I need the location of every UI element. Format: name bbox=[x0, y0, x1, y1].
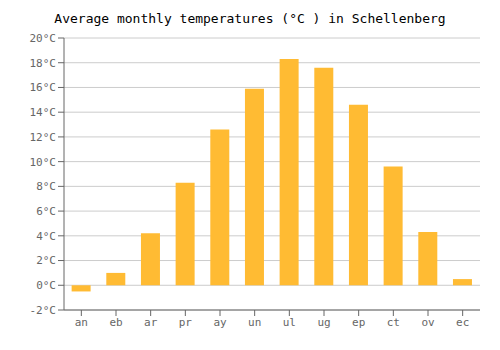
svg-text:pr: pr bbox=[179, 316, 193, 329]
svg-text:un: un bbox=[248, 316, 261, 329]
html-text:Average monthly temperatures (: Average monthly temperatures (°C ) in Sc… bbox=[54, 11, 446, 26]
svg-text:-2°C: -2°C bbox=[30, 304, 57, 317]
svg-text:ay: ay bbox=[213, 316, 227, 329]
svg-text:18°C: 18°C bbox=[30, 57, 57, 70]
svg-text:10°C: 10°C bbox=[30, 156, 57, 169]
svg-text:eb: eb bbox=[109, 316, 122, 329]
svg-text:12°C: 12°C bbox=[30, 131, 57, 144]
svg-text:4°C: 4°C bbox=[36, 230, 56, 243]
svg-text:8°C: 8°C bbox=[36, 180, 56, 193]
svg-text:ct: ct bbox=[387, 316, 400, 329]
svg-text:0°C: 0°C bbox=[36, 279, 56, 292]
svg-text:14°C: 14°C bbox=[30, 106, 57, 119]
svg-text:2°C: 2°C bbox=[36, 254, 56, 267]
svg-text:an: an bbox=[75, 316, 88, 329]
svg-text:ul: ul bbox=[283, 316, 296, 329]
svg-text:6°C: 6°C bbox=[36, 205, 56, 218]
svg-text:ec: ec bbox=[456, 316, 469, 329]
svg-text:20°C: 20°C bbox=[30, 32, 57, 45]
svg-text:ep: ep bbox=[352, 316, 365, 329]
svg-text:ug: ug bbox=[317, 316, 330, 329]
svg-text:ov: ov bbox=[421, 316, 435, 329]
svg-text:16°C: 16°C bbox=[30, 81, 57, 94]
svg-text:ar: ar bbox=[144, 316, 158, 329]
